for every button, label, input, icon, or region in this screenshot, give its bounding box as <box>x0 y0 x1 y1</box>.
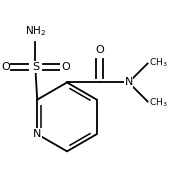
Text: NH$_2$: NH$_2$ <box>25 24 46 38</box>
Text: N: N <box>124 77 133 88</box>
Text: S: S <box>32 62 39 72</box>
Text: O: O <box>1 62 10 72</box>
Text: CH$_3$: CH$_3$ <box>150 56 168 69</box>
Text: O: O <box>61 62 70 72</box>
Text: N: N <box>33 129 41 139</box>
Text: O: O <box>95 45 104 55</box>
Text: CH$_3$: CH$_3$ <box>150 96 168 109</box>
